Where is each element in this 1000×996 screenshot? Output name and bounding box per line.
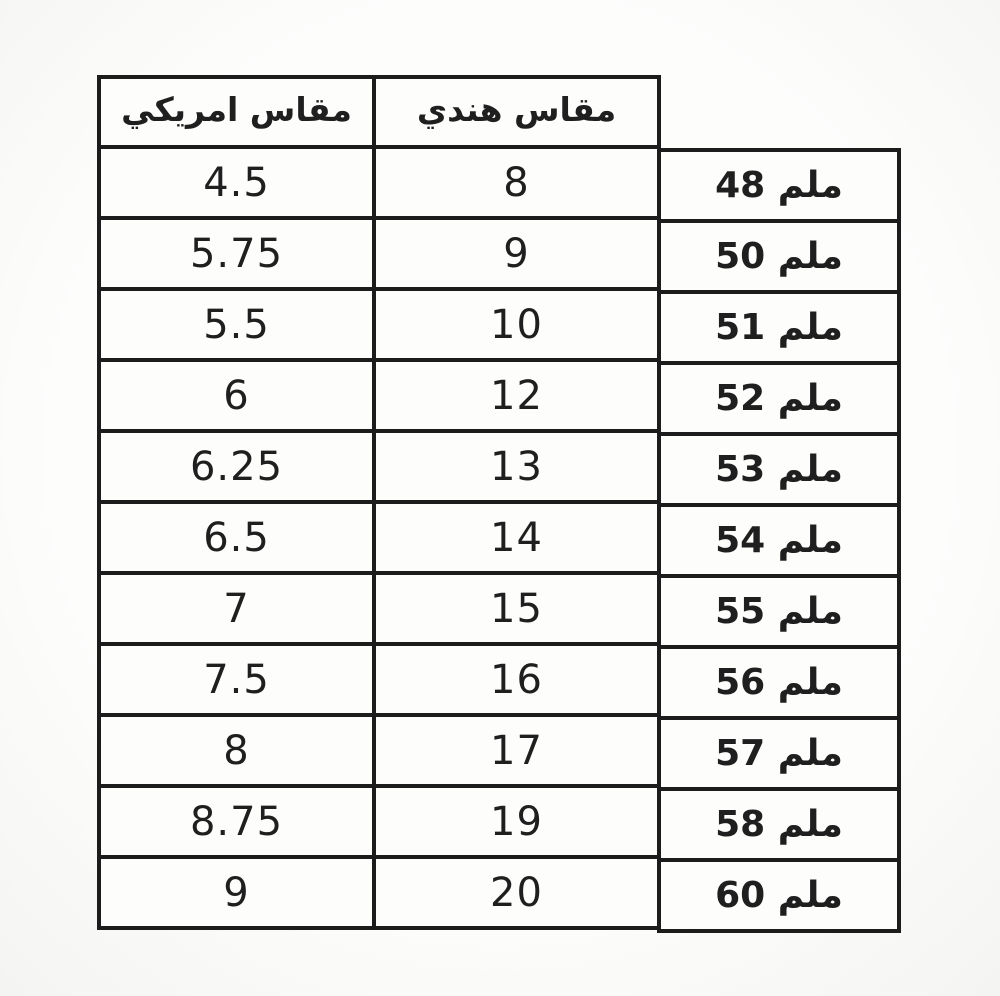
american-size-cell: 6.25 <box>97 429 376 504</box>
american-size-cell: 8 <box>97 713 376 788</box>
mm-size-cell: 54 ملم <box>657 503 901 578</box>
indian-size-cell: 15 <box>372 571 661 646</box>
header-cell-indian-size: مقاس هندي <box>372 75 661 149</box>
mm-size-cell: 55 ملم <box>657 574 901 649</box>
american-size-cell: 4.5 <box>97 145 376 220</box>
size-conversion-table: مقاس امريكي 4.5 5.75 5.5 6 6.25 6.5 7 7.… <box>97 75 901 933</box>
mm-size-cell: 52 ملم <box>657 361 901 436</box>
indian-size-cell: 17 <box>372 713 661 788</box>
american-size-column: مقاس امريكي 4.5 5.75 5.5 6 6.25 6.5 7 7.… <box>97 75 376 930</box>
american-size-cell: 6 <box>97 358 376 433</box>
indian-size-cell: 13 <box>372 429 661 504</box>
american-size-cell: 9 <box>97 855 376 930</box>
indian-size-cell: 12 <box>372 358 661 433</box>
indian-size-cell: 10 <box>372 287 661 362</box>
indian-size-cell: 16 <box>372 642 661 717</box>
header-cell-american-size: مقاس امريكي <box>97 75 376 149</box>
american-size-cell: 5.75 <box>97 216 376 291</box>
indian-size-cell: 14 <box>372 500 661 575</box>
mm-size-cell: 51 ملم <box>657 290 901 365</box>
millimeter-size-column: 48 ملم 50 ملم 51 ملم 52 ملم 53 ملم 54 مل… <box>657 148 901 933</box>
indian-size-cell: 19 <box>372 784 661 859</box>
mm-size-cell: 50 ملم <box>657 219 901 294</box>
american-size-cell: 8.75 <box>97 784 376 859</box>
mm-size-cell: 57 ملم <box>657 716 901 791</box>
american-size-cell: 7.5 <box>97 642 376 717</box>
american-size-cell: 6.5 <box>97 500 376 575</box>
mm-size-cell: 56 ملم <box>657 645 901 720</box>
indian-size-cell: 20 <box>372 855 661 930</box>
mm-size-cell: 60 ملم <box>657 858 901 933</box>
mm-size-cell: 53 ملم <box>657 432 901 507</box>
indian-size-column: مقاس هندي 8 9 10 12 13 14 15 16 17 19 20 <box>372 75 661 930</box>
indian-size-cell: 9 <box>372 216 661 291</box>
american-size-cell: 7 <box>97 571 376 646</box>
mm-size-cell: 48 ملم <box>657 148 901 223</box>
mm-size-cell: 58 ملم <box>657 787 901 862</box>
american-size-cell: 5.5 <box>97 287 376 362</box>
indian-size-cell: 8 <box>372 145 661 220</box>
